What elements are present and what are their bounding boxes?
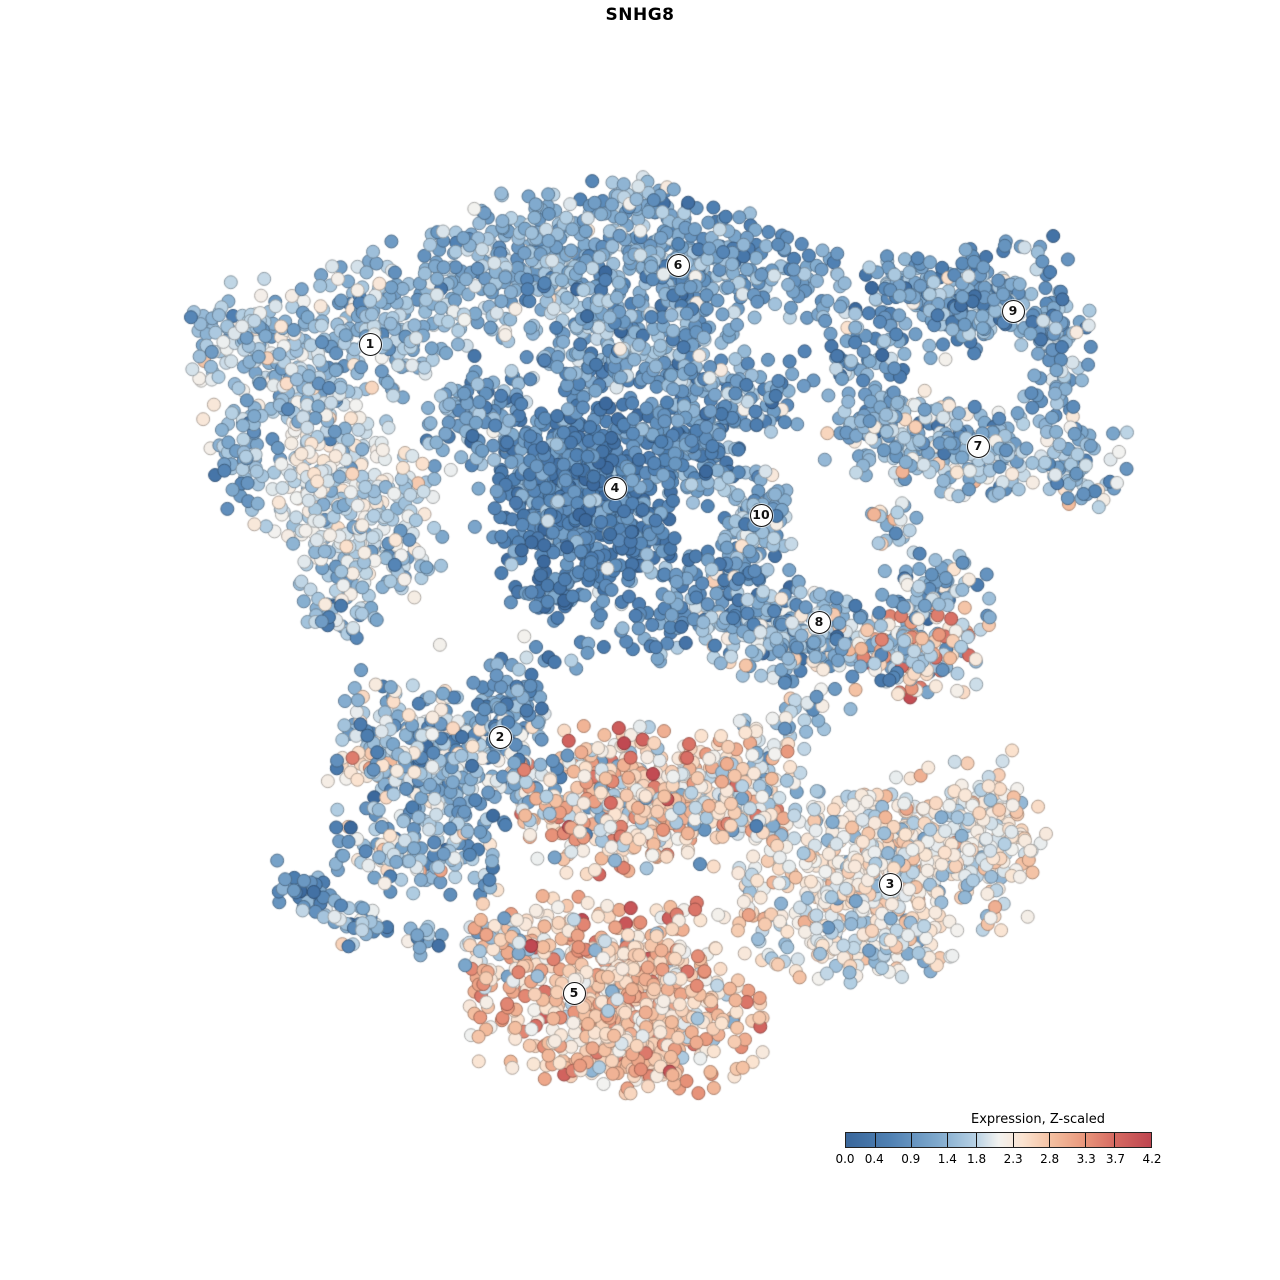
colorbar-tick-label: 1.8 bbox=[967, 1152, 987, 1166]
cluster-label-10: 10 bbox=[749, 503, 773, 527]
colorbar-legend: Expression, Z-scaled 0.0 0.4 0.9 1.4 1.8 2.3 2… bbox=[835, 1112, 1161, 1168]
cluster-label-9: 9 bbox=[1001, 299, 1025, 323]
colorbar-tick-label: 3.7 bbox=[1105, 1152, 1125, 1166]
colorbar-tick-line bbox=[874, 1133, 876, 1147]
cluster-label-4: 4 bbox=[603, 476, 627, 500]
colorbar-tick-line bbox=[1114, 1133, 1116, 1147]
colorbar-tick-label: 1.4 bbox=[937, 1152, 957, 1166]
colorbar-tick-line bbox=[947, 1133, 949, 1147]
colorbar-tick-labels: 0.0 0.4 0.9 1.4 1.8 2.3 2.8 3.3 3.7 4.2 bbox=[835, 1152, 1161, 1168]
colorbar-tick-line bbox=[1012, 1133, 1014, 1147]
colorbar-tick-label: 0.4 bbox=[864, 1152, 884, 1166]
legend-title: Expression, Z-scaled bbox=[971, 1112, 1105, 1127]
colorbar-gradient bbox=[845, 1132, 1152, 1148]
colorbar-tick-line bbox=[1085, 1133, 1087, 1147]
cluster-label-7: 7 bbox=[966, 434, 990, 458]
cluster-label-5: 5 bbox=[562, 981, 586, 1005]
colorbar-tick-label: 3.3 bbox=[1076, 1152, 1096, 1166]
colorbar-tick-line bbox=[910, 1133, 912, 1147]
colorbar-tick-line bbox=[1048, 1133, 1050, 1147]
colorbar-tick-label: 4.2 bbox=[1142, 1152, 1162, 1166]
cluster-label-6: 6 bbox=[666, 253, 690, 277]
colorbar-tick-label: 0.9 bbox=[901, 1152, 921, 1166]
colorbar-tick-label: 2.3 bbox=[1003, 1152, 1023, 1166]
colorbar-tick-line bbox=[976, 1133, 978, 1147]
colorbar-tick-label: 0.0 bbox=[835, 1152, 855, 1166]
cluster-label-3: 3 bbox=[878, 872, 902, 896]
cluster-label-1: 1 bbox=[358, 332, 382, 356]
cluster-label-8: 8 bbox=[807, 610, 831, 634]
colorbar-tick-label: 2.8 bbox=[1040, 1152, 1060, 1166]
cluster-label-2: 2 bbox=[488, 725, 512, 749]
